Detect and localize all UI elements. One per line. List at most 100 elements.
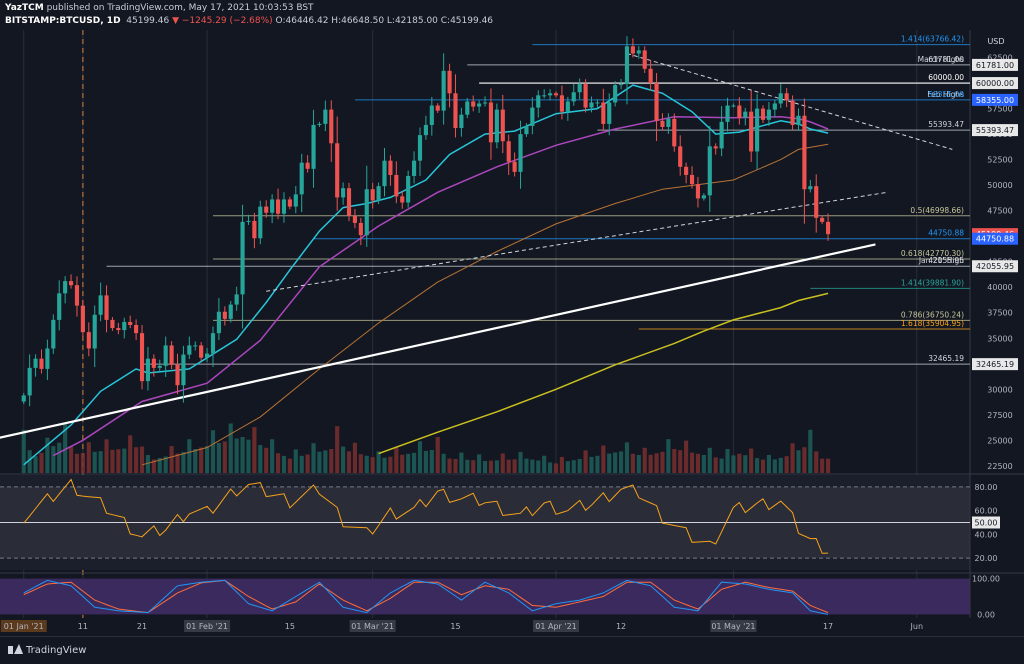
volume-bar bbox=[27, 450, 32, 473]
volume-bar bbox=[246, 439, 251, 473]
volume-bar bbox=[618, 451, 624, 473]
level-label: 60000.00 bbox=[928, 73, 964, 82]
candle-body bbox=[790, 100, 795, 125]
candle-body bbox=[39, 358, 44, 369]
candle-body bbox=[725, 105, 730, 122]
time-axis: 01 Jan '21 11 21 01 Feb '21 15 01 Mar '21 15 01… bbox=[0, 620, 923, 632]
candle-body bbox=[666, 118, 671, 127]
candle-body bbox=[45, 348, 50, 369]
candle-body bbox=[435, 105, 440, 111]
time-tick-label: 12 bbox=[616, 622, 626, 631]
volume-bar bbox=[305, 454, 310, 473]
candle-body bbox=[341, 188, 346, 198]
candle-body bbox=[506, 141, 511, 162]
candle-body bbox=[613, 85, 618, 103]
volume-bar bbox=[536, 460, 541, 473]
tradingview-logo[interactable]: TradingView bbox=[8, 644, 86, 656]
volume-bar bbox=[400, 454, 405, 473]
candle-body bbox=[500, 109, 505, 142]
volume-bar bbox=[370, 457, 375, 473]
level-price-tag-label: 60000.00 bbox=[976, 79, 1014, 88]
trendlines bbox=[0, 53, 953, 439]
level-label: 44750.88 bbox=[928, 229, 964, 238]
candle-body bbox=[542, 95, 547, 97]
candle-body bbox=[553, 93, 559, 96]
candle-body bbox=[423, 124, 428, 136]
candle-body bbox=[86, 332, 91, 349]
volume-bar bbox=[577, 459, 582, 473]
time-tick-label: 01 Apr '21 bbox=[535, 622, 576, 631]
candle-body bbox=[808, 186, 813, 190]
price-tick-label: 30000 bbox=[987, 385, 1012, 394]
volume-bar bbox=[648, 454, 653, 473]
tradingview-icon bbox=[8, 644, 23, 654]
volume-bar bbox=[595, 455, 600, 473]
volume-bars bbox=[21, 422, 831, 473]
level-price-tag-label: 42055.95 bbox=[976, 262, 1014, 271]
author-name[interactable]: YazTCM bbox=[5, 3, 44, 13]
ema200-line bbox=[378, 292, 829, 455]
volume-bar bbox=[57, 442, 62, 473]
candle-body bbox=[358, 222, 363, 236]
candle-body bbox=[802, 115, 807, 190]
candle-body bbox=[346, 188, 352, 216]
volume-bar bbox=[672, 449, 677, 473]
candle-body bbox=[595, 102, 600, 104]
candle-body bbox=[275, 199, 281, 214]
volume-bar bbox=[796, 450, 801, 473]
level-price-tag bbox=[972, 77, 1018, 90]
price-tick-label: 40000 bbox=[987, 283, 1012, 292]
candle-body bbox=[175, 364, 180, 386]
candle-body bbox=[364, 189, 369, 236]
time-tick-label: 11 bbox=[78, 622, 88, 631]
ohlc-values: O:46446.42 H:46648.50 L:42185.00 C:45199… bbox=[275, 16, 494, 26]
volume-bar bbox=[666, 439, 671, 473]
volume-bar bbox=[778, 457, 783, 473]
candle-body bbox=[477, 103, 482, 107]
level-label: 55393.47 bbox=[928, 120, 964, 129]
candles bbox=[21, 36, 831, 407]
volume-bar bbox=[707, 447, 712, 473]
volume-bar bbox=[743, 455, 748, 473]
level-label: 42055.95 bbox=[928, 256, 964, 265]
candle-body bbox=[548, 93, 553, 96]
candle-body bbox=[571, 92, 576, 102]
candle-body bbox=[755, 108, 760, 152]
level-price-tag-label: 32465.19 bbox=[976, 360, 1014, 369]
rsi-tick-label: 40.00 bbox=[975, 530, 998, 539]
level-label: 0.618(42770.30) bbox=[901, 249, 964, 258]
volume-bar bbox=[163, 456, 168, 473]
candle-body bbox=[128, 321, 133, 325]
level-price-tag-label: 55393.47 bbox=[976, 126, 1014, 135]
candle-body bbox=[400, 196, 405, 203]
volume-bar bbox=[488, 460, 494, 473]
candle-body bbox=[63, 281, 68, 294]
rsi-tick-label: 60.00 bbox=[975, 507, 998, 516]
candle-body bbox=[453, 93, 458, 128]
level-label: Feb Highs bbox=[927, 90, 964, 99]
volume-bar bbox=[477, 454, 482, 473]
volume-bar bbox=[435, 437, 440, 473]
ema20-line bbox=[23, 84, 829, 466]
time-tick-label: 15 bbox=[285, 622, 295, 631]
volume-bar bbox=[825, 458, 831, 473]
candle-body bbox=[252, 220, 257, 239]
volume-bar bbox=[465, 459, 470, 473]
volume-bar bbox=[39, 452, 44, 473]
candle-body bbox=[169, 345, 174, 365]
volume-bar bbox=[157, 458, 162, 473]
volume-bar bbox=[240, 437, 245, 473]
level-label: 0.5(46998.66) bbox=[910, 206, 964, 215]
rsi-line bbox=[23, 478, 829, 554]
candle-body bbox=[287, 199, 292, 207]
volume-bar bbox=[601, 445, 606, 473]
candle-body bbox=[74, 285, 80, 306]
candle-body bbox=[482, 102, 488, 104]
level-price-tag-label: 58355.00 bbox=[976, 96, 1014, 105]
candle-body bbox=[270, 199, 275, 213]
volume-bar bbox=[642, 447, 647, 473]
candle-body bbox=[784, 93, 789, 101]
brand-name: TradingView bbox=[26, 645, 87, 656]
candle-body bbox=[607, 102, 612, 124]
candle-body bbox=[583, 84, 588, 108]
